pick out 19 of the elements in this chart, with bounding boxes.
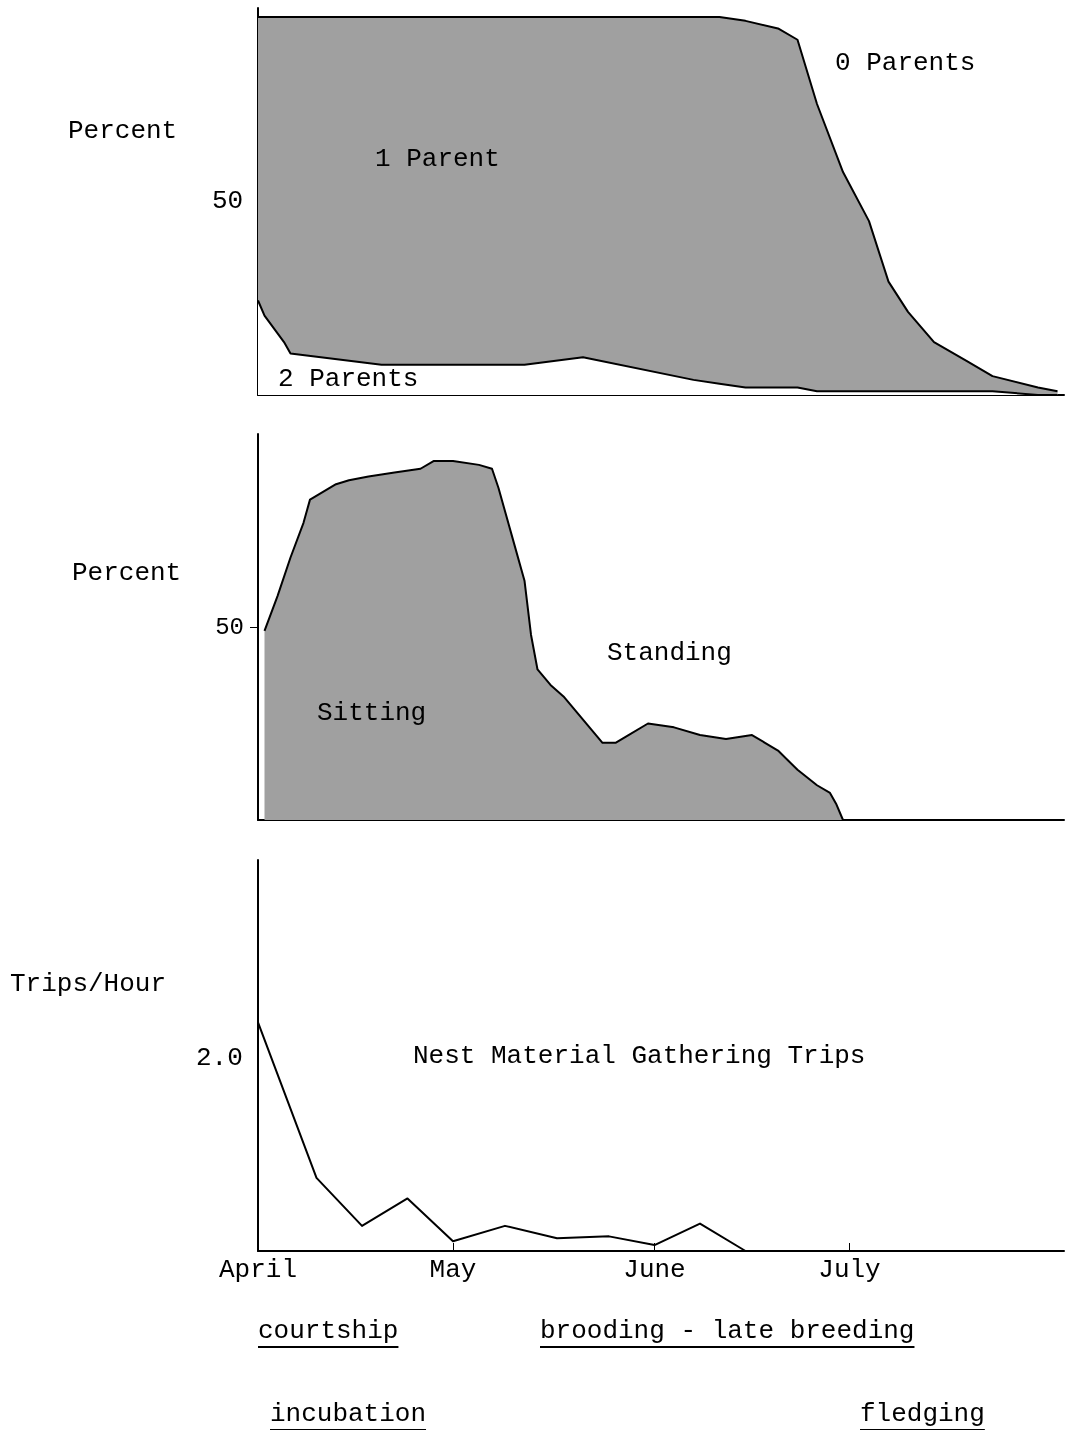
text: incubation — [270, 1398, 427, 1430]
x-tick-label: June — [623, 1255, 686, 1285]
text: 2.0 — [196, 1043, 243, 1073]
annotation: 0 Parents — [835, 48, 976, 78]
y-axis-title: Percent — [72, 558, 182, 588]
series-label: 1 Parent — [375, 144, 500, 174]
x-tick-label: May — [429, 1255, 477, 1285]
text: courtship — [258, 1315, 399, 1347]
y-axis-title: Percent — [68, 116, 178, 146]
series-label: Sitting — [317, 698, 427, 728]
y-axis-title: Trips/Hour — [10, 969, 167, 999]
x-tick-label: July — [818, 1255, 881, 1285]
x-tick-label: April — [218, 1255, 298, 1285]
text: Nest Material Gathering Trips — [413, 1041, 866, 1071]
annotation: Standing — [607, 638, 732, 668]
text: 50 — [212, 186, 244, 216]
text: fledging — [860, 1398, 985, 1430]
series-label: 2 Parents — [278, 364, 419, 394]
text: brooding - late breeding — [540, 1315, 915, 1347]
